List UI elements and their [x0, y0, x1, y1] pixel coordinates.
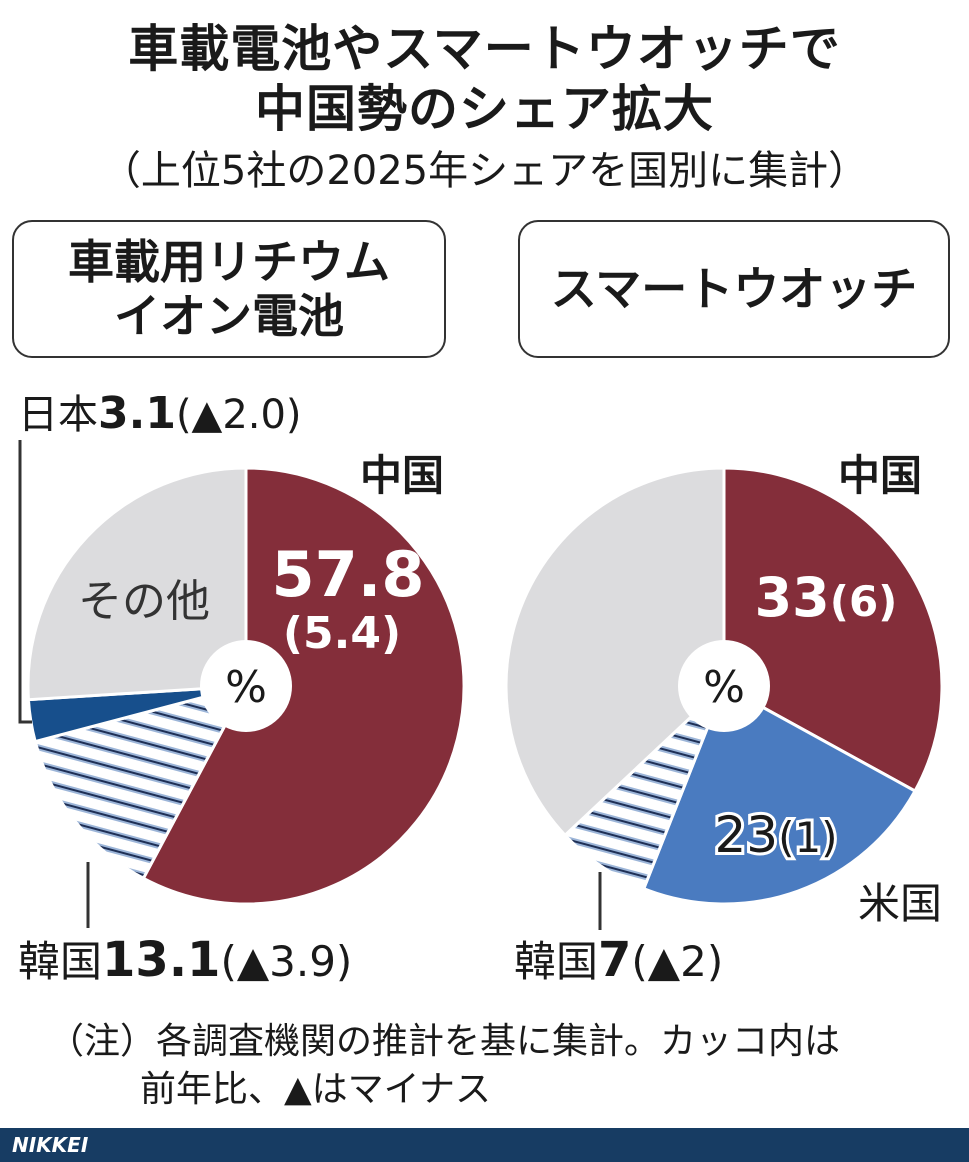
- smartwatch-usa-name: 米国: [858, 879, 942, 928]
- smartwatch-pie: [504, 466, 944, 906]
- battery-korea-value: 13.1: [102, 932, 220, 988]
- battery-slice-1: [33, 683, 249, 881]
- battery-korea-change: (▲3.9): [220, 937, 352, 986]
- japan-name: 日本: [18, 392, 98, 438]
- battery-china-change: (5.4): [283, 608, 401, 659]
- japan-value: 3.1: [98, 388, 176, 439]
- battery-korea-label: 韓国13.1(▲3.9): [18, 932, 352, 988]
- smartwatch-korea-change: (▲2): [631, 937, 723, 986]
- footnote-line-1: （注）各調査機関の推計を基に集計。カッコ内は: [48, 1021, 841, 1062]
- battery-other-label: その他: [78, 576, 210, 627]
- smartwatch-china-label: 33(6): [755, 566, 898, 629]
- footer-bar: NIKKEI: [0, 1128, 969, 1162]
- battery-korea-name: 韓国: [18, 937, 102, 986]
- battery-pie-center: [200, 640, 292, 732]
- battery-pie: [26, 466, 466, 906]
- japan-leader-line: [18, 440, 32, 724]
- smartwatch-korea-name: 韓国: [514, 937, 598, 986]
- smartwatch-china-change: (6): [830, 577, 898, 626]
- battery-chart-title-box: 車載用リチウム イオン電池: [12, 220, 446, 358]
- smartwatch-usa-change: (1): [778, 813, 838, 862]
- battery-slice-0: [141, 466, 466, 906]
- subtitle: （上位5社の2025年シェアを国別に集計）: [100, 148, 869, 194]
- smartwatch-slice-3: [504, 466, 726, 838]
- footnote: （注）各調査機関の推計を基に集計。カッコ内は 前年比、▲はマイナス: [48, 1018, 948, 1114]
- smartwatch-usa-value: 23: [714, 806, 778, 864]
- smartwatch-chart-title: スマートウオッチ: [550, 262, 918, 316]
- smartwatch-china-name: 中国: [838, 451, 922, 500]
- smartwatch-korea-label: 韓国7(▲2): [514, 932, 723, 988]
- smartwatch-pie-center: [678, 640, 770, 732]
- title-line-2: 中国勢のシェア拡大: [255, 80, 714, 138]
- smartwatch-slice-0: [722, 466, 944, 794]
- smartwatch-china-value: 33: [755, 566, 830, 629]
- smartwatch-korea-value: 7: [598, 932, 631, 988]
- battery-unit-label: %: [225, 662, 267, 713]
- smartwatch-unit-label: %: [703, 662, 745, 713]
- smartwatch-chart-title-box: スマートウオッチ: [518, 220, 950, 358]
- footnote-line-2: 前年比、▲はマイナス: [140, 1069, 491, 1110]
- nikkei-logo: NIKKEI: [12, 1133, 89, 1157]
- smartwatch-slice-1: [641, 683, 918, 906]
- smartwatch-usa-label: 23(1): [714, 806, 837, 864]
- japan-label: 日本3.1(▲2.0): [18, 388, 302, 439]
- battery-slice-3: [26, 466, 248, 702]
- battery-china-value: 57.8: [272, 538, 425, 611]
- battery-china-name: 中国: [360, 451, 444, 500]
- title-line-1: 車載電池やスマートウオッチで: [128, 20, 841, 78]
- japan-change: (▲2.0): [176, 392, 302, 438]
- battery-chart-title-line-2: イオン電池: [114, 289, 344, 343]
- battery-chart-title-line-1: 車載用リチウム: [68, 235, 390, 289]
